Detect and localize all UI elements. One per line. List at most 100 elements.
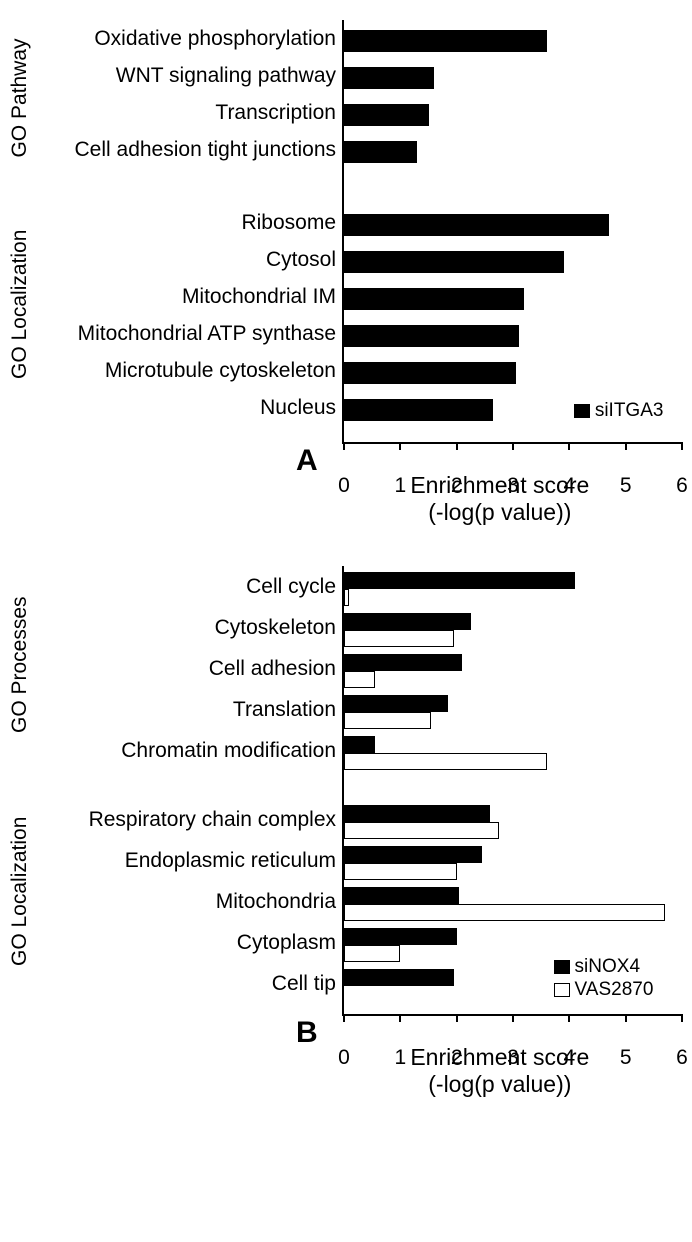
bar-row [344, 732, 682, 773]
bars-a [344, 20, 682, 442]
bar-VAS2870 [344, 630, 454, 647]
tick [681, 1014, 683, 1022]
bar-siNOX4 [344, 846, 482, 863]
bar [344, 67, 434, 89]
category-label: Respiratory chain complex [36, 799, 336, 840]
category-label: Microtubule cytoskeleton [36, 352, 336, 389]
bar [344, 104, 429, 126]
group-label: GO Localization [8, 259, 32, 379]
legend-swatch [554, 983, 570, 997]
tick-label: 1 [394, 474, 406, 498]
legend-item: siITGA3 [574, 400, 664, 422]
category-label: Endoplasmic reticulum [36, 840, 336, 881]
bar [344, 251, 564, 273]
tick [681, 442, 683, 450]
category-label: Oxidative phosphorylation [36, 20, 336, 57]
panel-letter-b: B [296, 1016, 318, 1050]
ticks-a [344, 442, 682, 450]
tick-label: 0 [338, 1046, 350, 1070]
tick-label: 4 [563, 1046, 575, 1070]
legend-item: VAS2870 [554, 979, 654, 1001]
tick-label: 5 [620, 474, 632, 498]
bar-siNOX4 [344, 654, 462, 671]
bar-siNOX4 [344, 969, 454, 986]
legend-item: siNOX4 [554, 956, 654, 978]
ticks-b [344, 1014, 682, 1022]
bar [344, 399, 493, 421]
bar-row [344, 801, 682, 842]
legend-swatch [574, 404, 590, 418]
category-label: Mitochondrial IM [36, 278, 336, 315]
tick-label: 3 [507, 474, 519, 498]
panel-b: GO Processes GO Localization Cell cycleCy… [10, 566, 682, 1098]
tick [625, 1014, 627, 1022]
tick [512, 1014, 514, 1022]
bar-siNOX4 [344, 613, 471, 630]
bar-siNOX4 [344, 887, 459, 904]
bar-siNOX4 [344, 695, 448, 712]
tick-label: 5 [620, 1046, 632, 1070]
bar [344, 30, 547, 52]
category-label: Nucleus [36, 389, 336, 426]
bar-VAS2870 [344, 712, 431, 729]
tick [568, 1014, 570, 1022]
bar [344, 362, 516, 384]
legend-label: VAS2870 [575, 979, 654, 1001]
bar [344, 325, 519, 347]
group-label: GO Processes [8, 613, 32, 733]
legend-a: siITGA3 [574, 400, 664, 423]
bar-siNOX4 [344, 805, 490, 822]
category-labels-b: Cell cycleCytoskeletonCell adhesionTrans… [36, 566, 342, 1016]
chart-a-wrap: GO PathwayGO Localization Oxidative phos… [10, 20, 682, 444]
category-label: WNT signaling pathway [36, 57, 336, 94]
legend-b: siNOX4VAS2870 [554, 956, 654, 1002]
bar-VAS2870 [344, 863, 457, 880]
tick-label: 1 [394, 1046, 406, 1070]
bar-row [344, 354, 682, 391]
bar-row [344, 317, 682, 354]
x-axis-title-a-line2: (-log(p value)) [318, 499, 682, 526]
spacer [10, 1016, 296, 1098]
group-gap [36, 168, 336, 204]
tick [399, 1014, 401, 1022]
category-label: Cell adhesion [36, 648, 336, 689]
chart-b-wrap: GO Processes GO Localization Cell cycleCy… [10, 566, 682, 1016]
bar-VAS2870 [344, 945, 400, 962]
tick-label: 0 [338, 474, 350, 498]
category-label: Chromatin modification [36, 730, 336, 771]
panel-a: GO PathwayGO Localization Oxidative phos… [10, 20, 682, 526]
bar-row [344, 22, 682, 59]
group-label: GO Localization [8, 846, 32, 966]
bar [344, 141, 417, 163]
group-gap [36, 771, 336, 799]
tick [456, 1014, 458, 1022]
category-labels-a: Oxidative phosphorylationWNT signaling p… [36, 20, 342, 444]
bar-row [344, 280, 682, 317]
bar [344, 214, 609, 236]
bar-VAS2870 [344, 753, 547, 770]
bar-VAS2870 [344, 671, 375, 688]
tick-label: 6 [676, 1046, 688, 1070]
bar-siNOX4 [344, 928, 457, 945]
bar-siNOX4 [344, 736, 375, 753]
bar-row [344, 96, 682, 133]
x-axis-title-b-line2: (-log(p value)) [318, 1071, 682, 1098]
category-label: Cell adhesion tight junctions [36, 131, 336, 168]
tick-label: 2 [451, 1046, 463, 1070]
bar-row [344, 133, 682, 170]
legend-label: siITGA3 [595, 400, 664, 422]
category-label: Cytosol [36, 241, 336, 278]
tick [568, 442, 570, 450]
group-labels-b: GO Processes GO Localization [10, 566, 36, 1014]
category-label: Mitochondria [36, 881, 336, 922]
category-label: Translation [36, 689, 336, 730]
group-labels-a: GO PathwayGO Localization [10, 20, 36, 442]
bar [344, 288, 524, 310]
category-label: Cell tip [36, 963, 336, 1004]
bar-row [344, 568, 682, 609]
bar-row [344, 206, 682, 243]
bar-siNOX4 [344, 572, 575, 589]
tick [625, 442, 627, 450]
tick [456, 442, 458, 450]
legend-label: siNOX4 [575, 956, 640, 978]
